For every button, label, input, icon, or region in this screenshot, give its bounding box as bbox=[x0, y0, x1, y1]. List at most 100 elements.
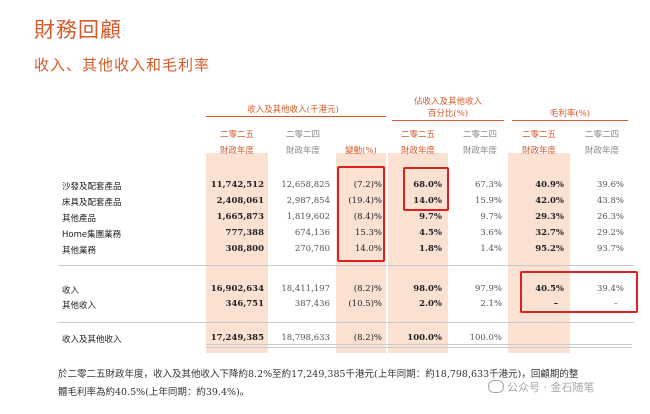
cell-share-2025: 100.0% bbox=[407, 333, 442, 343]
highlight-box-share bbox=[403, 167, 449, 211]
cell-revenue-2025: 17,249,385 bbox=[210, 333, 264, 343]
cell-revenue-2024: 674,136 bbox=[294, 228, 330, 238]
cell-revenue-2025: 346,751 bbox=[225, 299, 264, 309]
cell-revenue-2024: 2,987,854 bbox=[286, 196, 330, 206]
cell-revenue-2025: 2,408,061 bbox=[216, 196, 264, 206]
header-share-group-line2: 百分比(%) bbox=[427, 109, 469, 119]
row-label: 收入及其他收入 bbox=[62, 335, 122, 345]
cell-revenue-2025: 16,902,634 bbox=[210, 284, 264, 294]
cell-revenue-2025: 777,388 bbox=[225, 228, 264, 238]
cell-margin-2025: – bbox=[553, 299, 558, 309]
cell-revenue-2024: 18,411,197 bbox=[281, 284, 330, 294]
cell-change: (8.2)% bbox=[353, 284, 382, 294]
cell-share-2025: 98.0% bbox=[413, 284, 442, 294]
highlight-box-change bbox=[337, 166, 385, 262]
cell-revenue-2024: 1,819,602 bbox=[286, 212, 330, 222]
row-label: 其他業務 bbox=[62, 246, 97, 256]
watermark: 公众号 · 金石随笔 bbox=[488, 379, 595, 395]
cell-revenue-2025: 1,665,873 bbox=[216, 212, 264, 222]
highlight-box-margin bbox=[520, 271, 638, 313]
cell-share-2025: 68.0% bbox=[413, 180, 442, 190]
header-rev-2025-year: 二零二五 bbox=[219, 130, 254, 140]
cell-revenue-2024: 18,798,633 bbox=[281, 333, 330, 343]
cell-change: (10.5)% bbox=[348, 299, 382, 309]
cell-share-2025: 1.8% bbox=[419, 244, 442, 254]
band-change bbox=[336, 153, 386, 353]
cell-margin-2025: 42.0% bbox=[535, 196, 564, 206]
header-rev-2025-fy: 財政年度 bbox=[219, 146, 254, 156]
header-revenue-underline bbox=[206, 116, 386, 117]
rule-total-double-2 bbox=[206, 347, 632, 348]
header-margin-2025-fy: 財政年度 bbox=[521, 146, 556, 156]
footer-text-line1: 於二零二五財政年度，收入及其他收入下降約8.2%至約17,249,385千港元(… bbox=[58, 369, 579, 380]
cell-share-2024: 2.1% bbox=[480, 299, 502, 309]
header-change: 變動(%) bbox=[345, 146, 377, 156]
cell-margin-2024: – bbox=[613, 299, 618, 309]
row-label: 其他收入 bbox=[62, 301, 97, 311]
cell-change: (19.4)% bbox=[348, 196, 382, 206]
cell-share-2025: 2.0% bbox=[419, 299, 442, 309]
cell-change: 14.0% bbox=[354, 244, 382, 254]
cell-share-2024: 9.7% bbox=[480, 212, 502, 222]
header-share-2025-fy: 財政年度 bbox=[400, 146, 435, 156]
cell-revenue-2024: 387,436 bbox=[294, 299, 330, 309]
rule-total-double-1 bbox=[206, 344, 632, 345]
cell-share-2024: 15.9% bbox=[474, 196, 502, 206]
header-margin-group: 毛利率(%) bbox=[549, 109, 591, 119]
cell-margin-2024: 39.4% bbox=[596, 284, 624, 294]
header-margin-underline bbox=[512, 120, 628, 121]
header-rev-2024-year: 二零二四 bbox=[285, 130, 320, 140]
header-revenue-group: 收入及其他收入(千港元) bbox=[247, 105, 339, 115]
row-label: Home集團業務 bbox=[62, 230, 122, 240]
cell-margin-2024: 93.7% bbox=[596, 244, 624, 254]
header-margin-2024-fy: 財政年度 bbox=[584, 146, 619, 156]
cell-share-2024: 100.0% bbox=[469, 333, 502, 343]
cell-margin-2024: 29.2% bbox=[596, 228, 624, 238]
header-share-2024-year: 二零二四 bbox=[462, 130, 497, 140]
cell-change: (8.2)% bbox=[353, 333, 382, 343]
row-label: 床具及配套產品 bbox=[62, 198, 122, 208]
cell-margin-2025: 32.7% bbox=[535, 228, 564, 238]
cell-share-2024: 1.4% bbox=[480, 244, 502, 254]
footer-text-line2: 體毛利率為約40.5%(上年同期：約39.4%)。 bbox=[58, 387, 250, 398]
cell-margin-2024: 39.6% bbox=[596, 180, 624, 190]
cell-revenue-2024: 270,780 bbox=[294, 244, 330, 254]
band-margin-2025 bbox=[508, 153, 570, 353]
watermark-text: 公众号 · 金石随笔 bbox=[507, 381, 595, 394]
cell-share-2025: 4.5% bbox=[419, 228, 442, 238]
cell-margin-2024: 26.3% bbox=[596, 212, 624, 222]
header-share-2025-year: 二零二五 bbox=[400, 130, 435, 140]
header-share-2024-fy: 財政年度 bbox=[462, 146, 497, 156]
header-margin-2025-year: 二零二五 bbox=[521, 130, 556, 140]
cell-change: (7.2)% bbox=[353, 180, 382, 190]
cell-margin-2024: 43.8% bbox=[596, 196, 624, 206]
rule-after-segments bbox=[58, 265, 634, 266]
cell-share-2025: 14.0% bbox=[413, 196, 442, 206]
cell-revenue-2025: 308,800 bbox=[225, 244, 264, 254]
cell-revenue-2025: 11,742,512 bbox=[210, 180, 264, 190]
cell-change: (8.4)% bbox=[353, 212, 382, 222]
cell-revenue-2024: 12,658,825 bbox=[281, 180, 330, 190]
rule-before-total bbox=[58, 322, 634, 323]
page-title: 財務回顧 bbox=[34, 18, 122, 42]
wechat-icon bbox=[488, 380, 504, 393]
cell-share-2024: 3.6% bbox=[480, 228, 502, 238]
band-revenue-2025 bbox=[206, 153, 268, 353]
cell-share-2024: 97.9% bbox=[474, 284, 502, 294]
row-label: 沙發及配套產品 bbox=[62, 182, 122, 192]
cell-margin-2025: 95.2% bbox=[535, 244, 564, 254]
header-rev-2024-fy: 財政年度 bbox=[285, 146, 320, 156]
header-share-group-line1: 佔收入及其他收入 bbox=[413, 97, 482, 107]
header-margin-2024-year: 二零二四 bbox=[584, 130, 619, 140]
row-label: 收入 bbox=[62, 286, 80, 296]
cell-change: 15.3% bbox=[354, 228, 382, 238]
header-share-underline bbox=[392, 120, 504, 121]
cell-share-2024: 67.3% bbox=[474, 180, 502, 190]
cell-margin-2025: 40.9% bbox=[535, 180, 564, 190]
cell-margin-2025: 40.5% bbox=[535, 284, 564, 294]
cell-margin-2025: 29.3% bbox=[535, 212, 564, 222]
row-label: 其他產品 bbox=[62, 214, 97, 224]
section-subtitle: 收入、其他收入和毛利率 bbox=[34, 56, 211, 74]
band-share-2025 bbox=[388, 153, 448, 353]
cell-share-2025: 9.7% bbox=[419, 212, 442, 222]
